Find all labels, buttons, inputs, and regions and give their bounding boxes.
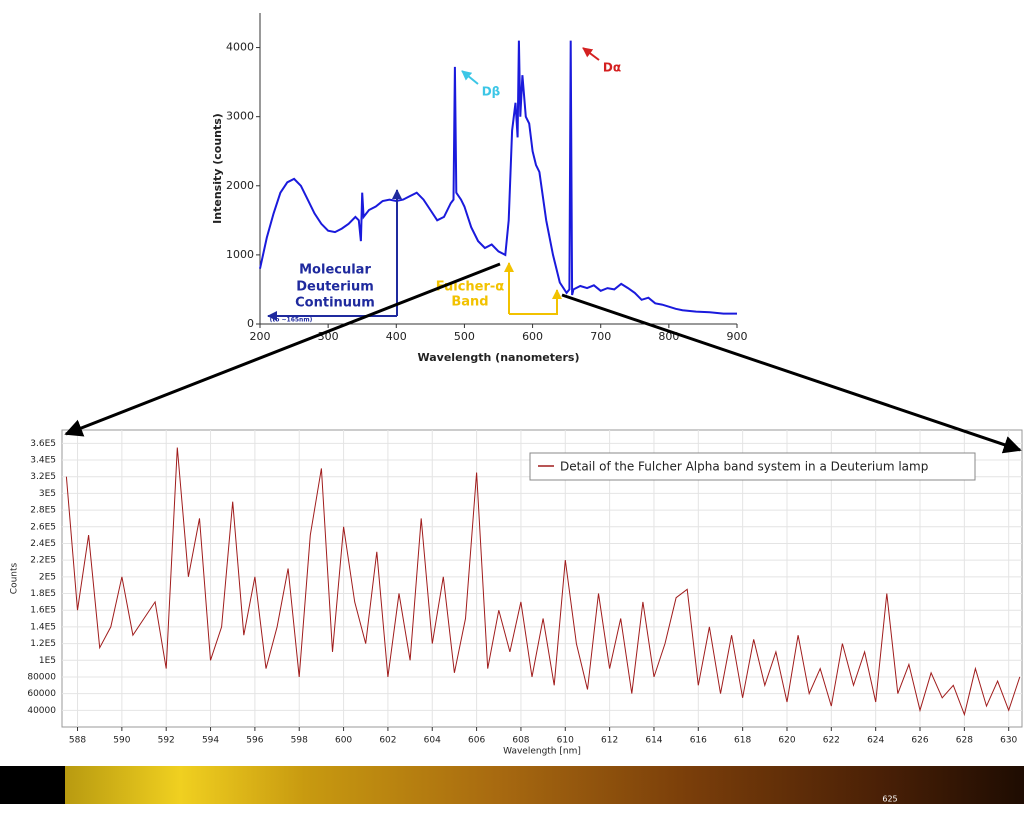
x-tick-label: 608 <box>512 736 529 746</box>
x-tick-label: 622 <box>823 736 840 746</box>
x-tick-label: 700 <box>590 330 611 343</box>
y-tick-label: 3.6E5 <box>30 439 56 449</box>
x-tick-label: 592 <box>158 736 175 746</box>
x-tick-label: 610 <box>557 736 574 746</box>
y-tick-label: 0 <box>247 317 254 330</box>
x-tick-label: 500 <box>454 330 475 343</box>
x-tick-label: 900 <box>727 330 748 343</box>
x-tick-label: 596 <box>246 736 263 746</box>
annotation-arrows <box>267 47 600 321</box>
zoom-arrow <box>64 262 501 437</box>
y-tick-label: 1.4E5 <box>30 622 56 632</box>
annotation: Deuterium <box>296 280 374 295</box>
y-tick-label: 1000 <box>226 248 254 261</box>
annotation: Band <box>451 295 488 310</box>
x-tick-label: 602 <box>379 736 396 746</box>
y-tick-label: 1.8E5 <box>30 589 56 599</box>
fulcher-arrow <box>509 289 562 315</box>
x-tick-label: 598 <box>291 736 308 746</box>
legend-box <box>529 452 976 481</box>
annotation: Dα <box>603 61 621 75</box>
x-tick-label: 400 <box>386 330 407 343</box>
x-tick-label: 604 <box>424 736 441 746</box>
y-tick-label: 2000 <box>226 179 254 192</box>
legend-label: Detail of the Fulcher Alpha band system … <box>560 460 928 474</box>
x-tick-label: 614 <box>645 736 662 746</box>
y-tick-label: 2.2E5 <box>30 556 56 566</box>
x-tick-label: 600 <box>522 330 543 343</box>
strip-black <box>0 766 65 804</box>
zoom-arrow <box>561 293 1022 454</box>
y-tick-label: 3.4E5 <box>30 456 56 466</box>
x-tick-label: 624 <box>867 736 884 746</box>
y-tick-label: 40000 <box>27 706 56 716</box>
y-tick-label: 2.4E5 <box>30 539 56 549</box>
x-tick-label: 612 <box>601 736 618 746</box>
x-tick-label: 200 <box>250 330 271 343</box>
y-axis-title: Intensity (counts) <box>211 113 224 224</box>
y-tick-label: 80000 <box>27 672 56 682</box>
annotation: (to ~165nm) <box>270 317 313 324</box>
annotation: Dβ <box>482 85 501 99</box>
x-tick-label: 590 <box>113 736 130 746</box>
y-axis-title: Counts <box>10 562 20 594</box>
y-tick-label: 60000 <box>27 689 56 699</box>
y-tick-label: 1.2E5 <box>30 639 56 649</box>
data-line <box>259 40 737 315</box>
y-tick-label: 2E5 <box>39 572 56 582</box>
annotation: Molecular <box>299 263 371 278</box>
y-tick-label: 1.6E5 <box>30 606 56 616</box>
x-tick-label: 630 <box>1000 736 1017 746</box>
d-alpha-arrow <box>582 47 600 61</box>
x-tick-label: 620 <box>778 736 795 746</box>
y-tick-label: 3E5 <box>39 489 56 499</box>
y-tick-label: 4000 <box>226 41 254 54</box>
data-line <box>65 447 1021 717</box>
y-tick-label: 3000 <box>226 110 254 123</box>
y-tick-label: 1E5 <box>39 656 56 666</box>
x-tick-label: 606 <box>468 736 485 746</box>
x-axis-title: Wavelength [nm] <box>503 747 581 757</box>
x-axis-title: Wavelength (nanometers) <box>418 351 580 364</box>
x-tick-label: 588 <box>69 736 86 746</box>
annotation: Continuum <box>295 296 375 311</box>
x-tick-label: 594 <box>202 736 219 746</box>
chart: 40000 60000 80000 1E5 1.2E5 1.4E5 1.6E5 1.8E5 2E… <box>10 429 1023 757</box>
x-tick-label: 618 <box>734 736 751 746</box>
annotation: Fulcher-α <box>436 280 505 295</box>
x-tick-label: 628 <box>956 736 973 746</box>
x-tick-label: 616 <box>690 736 707 746</box>
x-tick-label: 626 <box>911 736 928 746</box>
y-tick-label: 2.8E5 <box>30 506 56 516</box>
y-tick-label: 2.6E5 <box>30 522 56 532</box>
zoom-arrows <box>64 262 1022 454</box>
spectrum-strip <box>65 766 1024 804</box>
d-beta-arrow <box>461 70 479 85</box>
strip-label: 625 <box>882 795 897 804</box>
x-tick-label: 600 <box>335 736 352 746</box>
y-tick-label: 3.2E5 <box>30 472 56 482</box>
